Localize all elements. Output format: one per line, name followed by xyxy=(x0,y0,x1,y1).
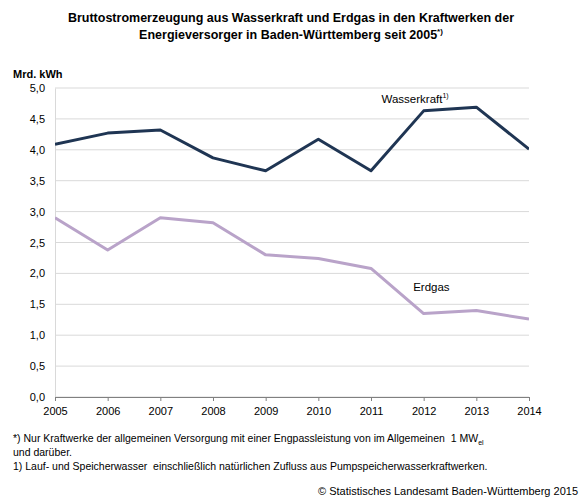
grid-line xyxy=(55,335,529,336)
x-tick-mark xyxy=(371,397,372,401)
x-tick: 2009 xyxy=(254,397,278,417)
y-tick: 2,5 xyxy=(30,237,55,249)
y-tick: 0,0 xyxy=(30,391,55,403)
y-tick-label: 1,0 xyxy=(30,329,45,341)
x-tick-mark xyxy=(476,397,477,401)
y-tick: 1,0 xyxy=(30,329,55,341)
x-tick: 2006 xyxy=(96,397,120,417)
x-tick: 2011 xyxy=(360,397,384,417)
series-name: Erdgas xyxy=(413,281,450,293)
y-tick: 4,5 xyxy=(30,113,55,125)
note-text: *) Nur Kraftwerke der allgemeinen Versor… xyxy=(13,432,478,444)
source: © Statistisches Landesamt Baden-Württemb… xyxy=(318,485,578,497)
grid-line xyxy=(55,273,529,274)
y-tick-label: 2,0 xyxy=(30,267,45,279)
x-tick-mark xyxy=(160,397,161,401)
y-tick-label: 5,0 xyxy=(30,82,45,94)
y-tick-label: 0,5 xyxy=(30,360,45,372)
y-tick-label: 1,5 xyxy=(30,298,45,310)
x-tick-label: 2013 xyxy=(465,405,489,417)
x-tick-mark xyxy=(108,397,109,401)
title: Energieversorger in Baden-Württemberg se… xyxy=(139,27,443,42)
series-name: Wasserkraft xyxy=(382,93,444,105)
grid-line xyxy=(55,88,529,89)
x-tick: 2005 xyxy=(43,397,67,417)
x-tick: 2013 xyxy=(465,397,489,417)
x-tick: 2010 xyxy=(307,397,331,417)
x-tick-mark xyxy=(424,397,425,401)
x-axis-line xyxy=(56,398,530,402)
note: *) Nur Kraftwerke der allgemeinen Versor… xyxy=(13,432,484,446)
note: 1) Lauf- und Speicherwasser einschließli… xyxy=(13,460,487,472)
x-tick-mark xyxy=(266,397,267,401)
x-tick-label: 2014 xyxy=(517,405,541,417)
x-tick-label: 2010 xyxy=(307,405,331,417)
y-tick: 2,0 xyxy=(30,267,55,279)
notes: *) Nur Kraftwerke der allgemeinen Versor… xyxy=(13,432,487,472)
title-line: Bruttostromerzeugung aus Wasserkraft und… xyxy=(68,11,514,25)
note-text: 1) Lauf- und Speicherwasser einschließli… xyxy=(13,460,487,472)
series-line xyxy=(55,218,529,319)
title-line: Energieversorger in Baden-Württemberg se… xyxy=(139,28,437,42)
series-footnote-mark: 1) xyxy=(442,92,448,100)
y-tick: 0,5 xyxy=(30,360,55,372)
title-group: Bruttostromerzeugung aus Wasserkraft und… xyxy=(68,11,514,42)
grid-line xyxy=(55,304,529,305)
grid-line xyxy=(55,211,529,212)
series-line xyxy=(55,107,529,171)
x-tick-label: 2005 xyxy=(43,405,67,417)
y-tick-label: 2,5 xyxy=(30,237,45,249)
y-axis-title: Mrd. kWh xyxy=(13,68,63,80)
y-tick-label: 3,0 xyxy=(30,206,45,218)
grid-line xyxy=(55,180,529,181)
y-axis: 0,0 0,5 1,0 1,5 2,0 2,5 3,0 3,5 4,0 4,5 5,0 xyxy=(30,82,56,403)
grid-line xyxy=(55,366,529,367)
note-subscript: el xyxy=(478,439,484,446)
series-label: Erdgas xyxy=(413,281,450,293)
y-tick: 4,0 xyxy=(30,144,55,156)
y-tick: 1,5 xyxy=(30,298,55,310)
y-tick: 5,0 xyxy=(30,82,55,94)
y-tick: 3,0 xyxy=(30,206,55,218)
grid-line xyxy=(55,242,529,243)
y-tick-label: 4,0 xyxy=(30,144,45,156)
title: Bruttostromerzeugung aus Wasserkraft und… xyxy=(68,11,514,25)
grid-line xyxy=(55,149,529,150)
x-tick: 2014 xyxy=(517,397,541,417)
grid xyxy=(55,88,529,397)
y-tick-label: 3,5 xyxy=(30,175,45,187)
y-tick: 3,5 xyxy=(30,175,55,187)
x-tick-label: 2009 xyxy=(254,405,278,417)
series-label: Wasserkraft1) xyxy=(382,92,449,105)
note: und darüber. xyxy=(13,446,72,458)
y-axis-line xyxy=(55,89,56,398)
y-tick-label: 4,5 xyxy=(30,113,45,125)
x-tick-label: 2006 xyxy=(96,405,120,417)
chart: Bruttostromerzeugung aus Wasserkraft und… xyxy=(0,0,582,502)
x-tick: 2012 xyxy=(412,397,436,417)
grid-line xyxy=(55,118,529,119)
x-tick-mark xyxy=(318,397,319,401)
x-tick-mark xyxy=(55,397,56,401)
x-axis: 2005 2006 2007 2008 2009 2010 2011 2012 2013 2014 xyxy=(43,397,541,417)
x-tick: 2008 xyxy=(201,397,225,417)
x-tick-label: 2012 xyxy=(412,405,436,417)
x-tick-label: 2011 xyxy=(360,405,384,417)
x-tick-label: 2008 xyxy=(201,405,225,417)
x-tick-label: 2007 xyxy=(149,405,173,417)
x-tick: 2007 xyxy=(149,397,173,417)
note-text: und darüber. xyxy=(13,446,72,458)
x-tick-mark xyxy=(529,397,530,401)
title-footnote-mark: *) xyxy=(437,27,443,36)
y-tick-label: 0,0 xyxy=(30,391,45,403)
lines xyxy=(55,107,529,319)
x-tick-mark xyxy=(213,397,214,401)
